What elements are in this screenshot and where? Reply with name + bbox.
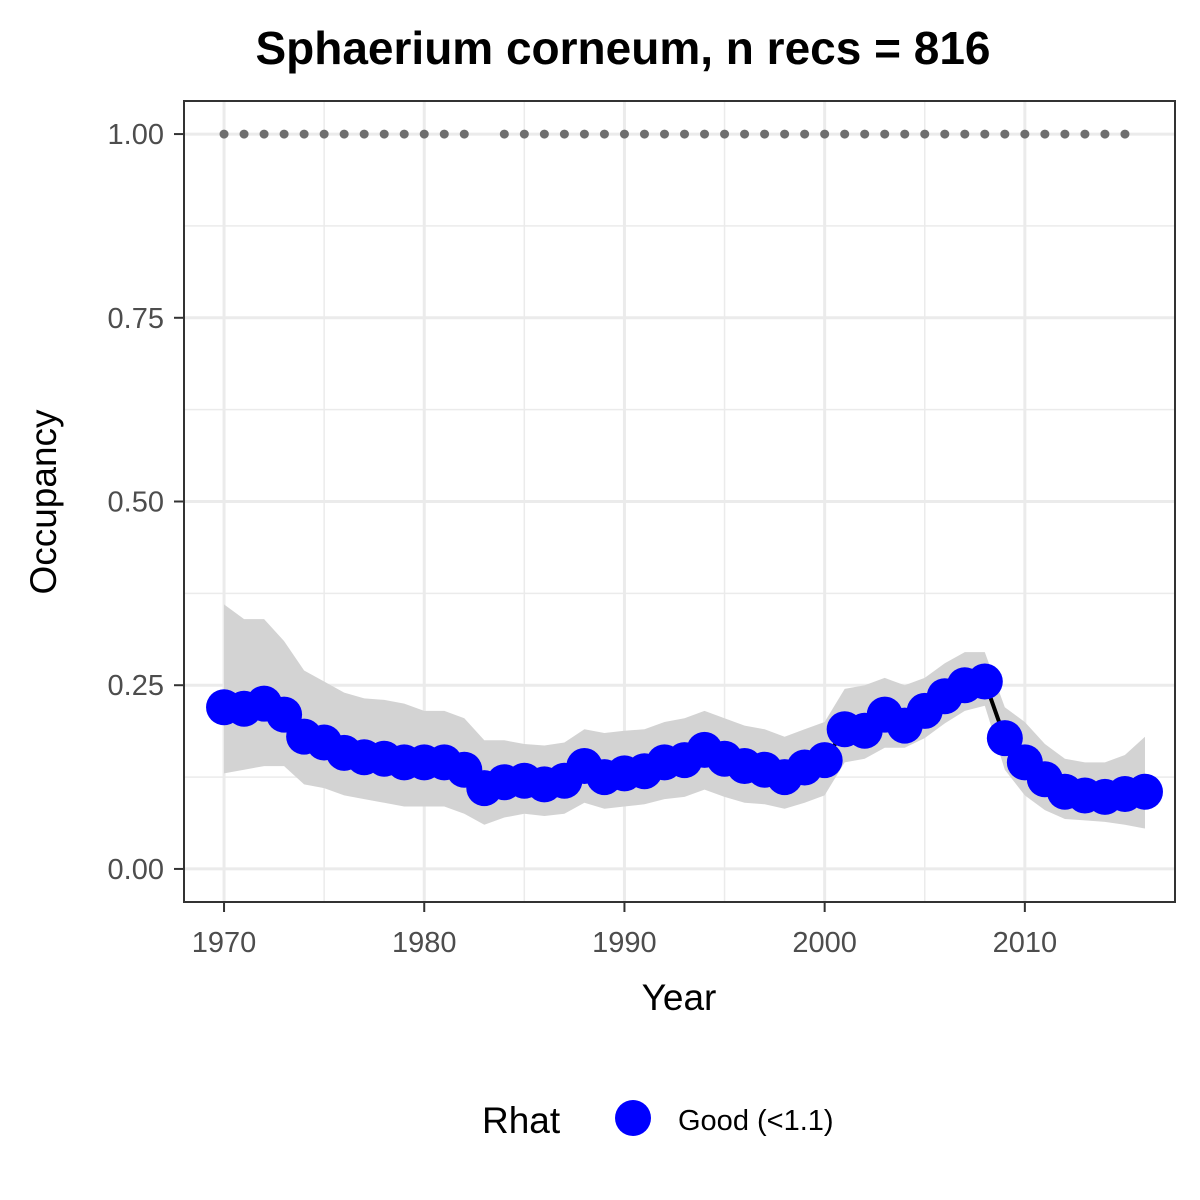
y-tick-label: 0.75 bbox=[108, 303, 164, 335]
record-year-dot bbox=[860, 129, 870, 139]
record-year-dot bbox=[499, 129, 509, 139]
axes: 1970 1980 1990 2000 2010 0.00 0.25 0.50 0.75 1.00 bbox=[108, 119, 1058, 959]
record-year-dot bbox=[920, 129, 930, 139]
record-years-group bbox=[219, 129, 1130, 139]
record-year-dot bbox=[599, 129, 609, 139]
record-year-dot bbox=[1060, 129, 1070, 139]
record-year-dot bbox=[1100, 129, 1110, 139]
record-year-dot bbox=[1040, 129, 1050, 139]
record-year-dot bbox=[940, 129, 950, 139]
chart-title: Sphaerium corneum, n recs = 816 bbox=[255, 22, 990, 74]
record-year-dot bbox=[279, 129, 289, 139]
record-year-dot bbox=[259, 129, 269, 139]
record-year-dot bbox=[519, 129, 529, 139]
occupancy-point bbox=[986, 720, 1023, 757]
record-year-dot bbox=[539, 129, 549, 139]
y-axis-title: Occupancy bbox=[23, 409, 64, 595]
record-year-dot bbox=[700, 129, 710, 139]
occupancy-point bbox=[1126, 773, 1163, 810]
x-axis-title: Year bbox=[642, 977, 717, 1018]
record-year-dot bbox=[439, 129, 449, 139]
record-year-dot bbox=[239, 129, 249, 139]
record-year-dot bbox=[399, 129, 409, 139]
x-tick-label: 1970 bbox=[192, 927, 257, 959]
record-year-dot bbox=[820, 129, 830, 139]
legend-label-good: Good (<1.1) bbox=[678, 1105, 834, 1137]
record-year-dot bbox=[880, 129, 890, 139]
record-year-dot bbox=[960, 129, 970, 139]
record-year-dot bbox=[900, 129, 910, 139]
record-year-dot bbox=[419, 129, 429, 139]
record-year-dot bbox=[1000, 129, 1010, 139]
legend-title: Rhat bbox=[482, 1100, 561, 1141]
y-tick-label: 0.50 bbox=[108, 487, 164, 519]
record-year-dot bbox=[559, 129, 569, 139]
record-year-dot bbox=[1020, 129, 1030, 139]
record-year-dot bbox=[800, 129, 810, 139]
x-tick-label: 1990 bbox=[592, 927, 657, 959]
record-year-dot bbox=[579, 129, 589, 139]
record-year-dot bbox=[379, 129, 389, 139]
record-year-dot bbox=[319, 129, 329, 139]
credible-interval-ribbon bbox=[224, 604, 1145, 829]
y-tick-label: 0.00 bbox=[108, 854, 164, 886]
credible-interval-ribbon-group bbox=[224, 604, 1145, 829]
record-year-dot bbox=[659, 129, 669, 139]
record-year-dot bbox=[680, 129, 690, 139]
legend-key-good bbox=[615, 1100, 651, 1136]
record-year-dot bbox=[1120, 129, 1130, 139]
x-tick-label: 2010 bbox=[993, 927, 1058, 959]
x-tick-label: 1980 bbox=[392, 927, 457, 959]
y-tick-label: 0.25 bbox=[108, 670, 164, 702]
y-tick-label: 1.00 bbox=[108, 119, 164, 151]
occupancy-point bbox=[966, 663, 1003, 700]
occupancy-point bbox=[806, 742, 843, 779]
occupancy-points-group bbox=[206, 663, 1163, 815]
legend: Rhat Good (<1.1) bbox=[482, 1100, 834, 1141]
record-year-dot bbox=[1080, 129, 1090, 139]
record-year-dot bbox=[840, 129, 850, 139]
record-year-dot bbox=[639, 129, 649, 139]
record-year-dot bbox=[459, 129, 469, 139]
x-tick-label: 2000 bbox=[792, 927, 857, 959]
record-year-dot bbox=[619, 129, 629, 139]
record-year-dot bbox=[740, 129, 750, 139]
record-year-dot bbox=[720, 129, 730, 139]
record-year-dot bbox=[219, 129, 229, 139]
record-year-dot bbox=[760, 129, 770, 139]
record-year-dot bbox=[980, 129, 990, 139]
record-year-dot bbox=[359, 129, 369, 139]
record-year-dot bbox=[780, 129, 790, 139]
record-year-dot bbox=[339, 129, 349, 139]
record-year-dot bbox=[299, 129, 309, 139]
